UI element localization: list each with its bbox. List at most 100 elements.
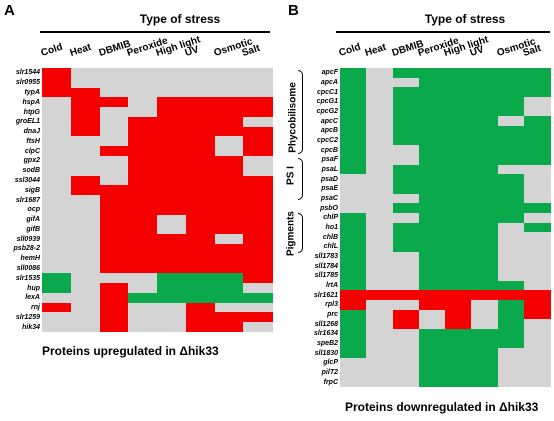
heatmap-cell (497, 174, 525, 185)
heatmap-cell (471, 145, 498, 156)
heatmap-cell (185, 273, 215, 284)
heatmap-cell (445, 251, 472, 262)
heatmap-cell (392, 358, 420, 369)
heatmap-cell (471, 164, 498, 175)
heatmap-cell (366, 348, 393, 359)
row-label: slr0955 (15, 79, 40, 87)
heatmap-cell (185, 253, 215, 265)
heatmap-cell (42, 302, 72, 313)
heatmap-cell (392, 116, 420, 127)
heatmap-cell (128, 312, 158, 323)
heatmap-cell (99, 234, 129, 245)
heatmap-cell (99, 292, 129, 304)
group-brace-psi (298, 158, 303, 200)
heatmap-cell (445, 261, 472, 272)
panel-b-letter: B (288, 2, 299, 19)
heatmap-cell (418, 126, 446, 137)
row-label: psaE (321, 185, 338, 193)
heatmap-cell (497, 300, 525, 311)
panel-b-header-line (336, 31, 550, 33)
heatmap-cell (157, 146, 187, 157)
heatmap-cell (471, 232, 498, 243)
row-label: slr1544 (15, 69, 40, 77)
heatmap-cell (99, 224, 129, 235)
heatmap-cell (523, 300, 551, 311)
heatmap-cell (185, 156, 215, 167)
heatmap-cell (497, 184, 525, 195)
heatmap-cell (340, 184, 367, 195)
heatmap-cell (418, 242, 446, 253)
heatmap-cell (243, 253, 273, 265)
heatmap-cell (497, 377, 525, 388)
heatmap-cell (366, 97, 393, 108)
row-label: speB2 (316, 340, 338, 347)
row-label: psb28-2 (13, 245, 40, 253)
heatmap-cell (471, 367, 498, 378)
heatmap-cell (157, 283, 187, 294)
heatmap-cell (340, 319, 367, 330)
row-label: sodB (22, 167, 41, 175)
heatmap-cell (418, 116, 446, 127)
heatmap-cell (185, 283, 215, 294)
heatmap-cell (523, 280, 551, 291)
heatmap-cell (497, 106, 525, 117)
row-label: psaF (321, 156, 338, 164)
heatmap-cell (157, 204, 187, 216)
heatmap-cell (523, 213, 551, 224)
heatmap-cell (497, 367, 525, 378)
row-label: lrtA (325, 282, 338, 289)
heatmap-cell (42, 126, 72, 137)
heatmap-cell (99, 97, 129, 108)
heatmap-cell (243, 165, 273, 177)
heatmap-cell (366, 135, 393, 146)
heatmap-cell (70, 224, 100, 235)
heatmap-cell (214, 204, 244, 216)
heatmap-cell (523, 87, 551, 98)
heatmap-cell (157, 322, 187, 333)
heatmap-cell (128, 87, 158, 98)
heatmap-cell (497, 329, 525, 340)
heatmap-cell (471, 358, 498, 369)
row-label: groEL1 (15, 118, 40, 126)
heatmap-cell (418, 280, 446, 291)
heatmap-cell (392, 97, 420, 108)
heatmap-cell (99, 136, 129, 147)
heatmap-cell (243, 97, 273, 108)
heatmap-cell (185, 185, 215, 196)
heatmap-cell (497, 261, 525, 272)
heatmap-cell (366, 77, 393, 88)
heatmap-cell (70, 126, 100, 137)
heatmap-cell (471, 174, 498, 185)
row-label: slr1535 (15, 274, 40, 282)
heatmap-cell (214, 195, 244, 206)
row-label: lexA (25, 294, 40, 302)
heatmap-cell (243, 195, 273, 206)
heatmap-cell (185, 68, 215, 79)
heatmap-cell (340, 87, 367, 98)
heatmap-cell (392, 329, 420, 340)
heatmap-cell (392, 135, 420, 146)
heatmap-cell (214, 292, 244, 304)
heatmap-cell (445, 338, 472, 349)
heatmap-cell (70, 156, 100, 167)
heatmap-cell (157, 136, 187, 147)
heatmap-cell (366, 358, 393, 369)
heatmap-cell (471, 348, 498, 359)
heatmap-cell (366, 68, 393, 79)
heatmap-cell (185, 175, 215, 186)
heatmap-cell (445, 106, 472, 117)
panel-a-letter: A (4, 2, 15, 19)
heatmap-cell (243, 273, 273, 284)
heatmap-cell (42, 175, 72, 186)
panel-a-header-line (40, 31, 270, 33)
row-label: typA (24, 88, 40, 96)
heatmap-cell (392, 338, 420, 349)
heatmap-cell (243, 107, 273, 118)
heatmap-cell (497, 164, 525, 175)
heatmap-cell (128, 107, 158, 118)
heatmap-cell (366, 309, 393, 320)
heatmap-cell (445, 203, 472, 214)
heatmap-cell (471, 87, 498, 98)
heatmap-cell (128, 253, 158, 265)
heatmap-cell (445, 184, 472, 195)
